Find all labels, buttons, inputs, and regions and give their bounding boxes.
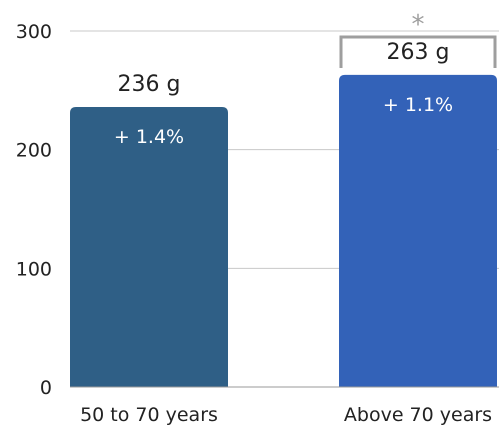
y-tick-label: 0	[40, 377, 52, 399]
bar-1	[70, 106, 228, 388]
y-tick-label: 200	[16, 140, 52, 162]
bar-labels: + 1.4% 236 g 50 to 70 years + 1.1% 263 g Abov…	[80, 40, 492, 426]
bar-2	[339, 74, 497, 387]
bar-change-label: + 1.1%	[383, 94, 453, 116]
bar-value-label: 236 g	[118, 72, 181, 97]
y-tick-label: 300	[16, 21, 52, 43]
bars	[70, 74, 497, 388]
y-axis-ticks: 0 100 200 300	[16, 21, 52, 399]
significance-bracket: *	[339, 10, 497, 68]
x-category-label: 50 to 70 years	[80, 404, 218, 426]
significance-bracket-line	[339, 35, 497, 68]
significance-marker: *	[412, 10, 425, 40]
y-tick-label: 100	[16, 258, 52, 280]
x-category-label: Above 70 years	[344, 404, 492, 426]
bar-change-label: + 1.4%	[114, 126, 184, 148]
bar-value-label: 263 g	[387, 40, 450, 65]
